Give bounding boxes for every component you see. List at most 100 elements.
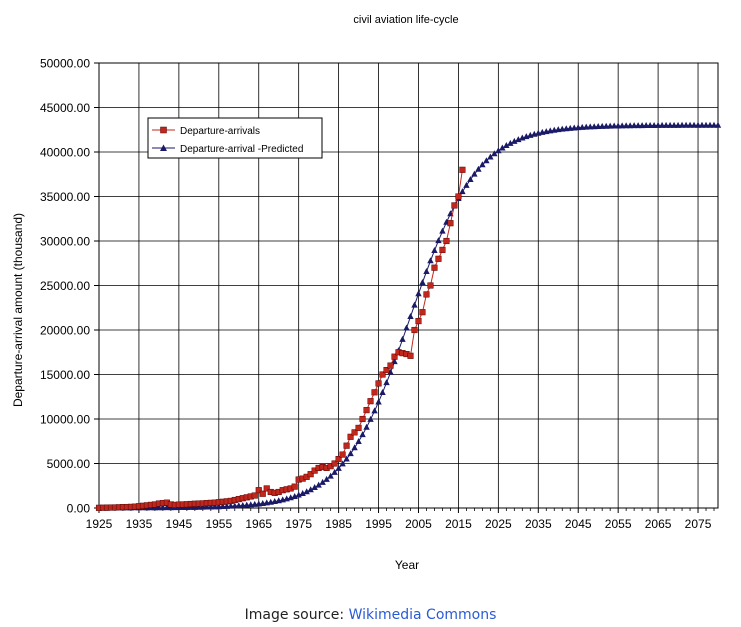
actual-point bbox=[359, 415, 366, 423]
actual-point bbox=[335, 456, 342, 463]
actual-point bbox=[447, 220, 454, 227]
x-tick-label: 2065 bbox=[645, 517, 672, 531]
x-tick-label: 1955 bbox=[205, 517, 232, 531]
predicted-point bbox=[359, 431, 366, 438]
x-tick-label: 2005 bbox=[405, 517, 432, 531]
actual-point bbox=[407, 352, 414, 359]
y-tick-label: 15000.00 bbox=[40, 368, 90, 382]
predicted-point bbox=[427, 257, 434, 264]
actual-point bbox=[439, 246, 446, 253]
credit-prefix: Image source: bbox=[244, 607, 349, 623]
legend-marker-predicted bbox=[160, 144, 167, 151]
y-tick-label: 25000.00 bbox=[40, 279, 90, 293]
predicted-point bbox=[491, 150, 498, 157]
legend-label-predicted: Departure-arrival -Predicted bbox=[180, 144, 303, 155]
predicted-point bbox=[459, 188, 466, 195]
actual-point bbox=[371, 389, 378, 396]
x-tick-label: 2025 bbox=[485, 517, 512, 531]
predicted-point bbox=[714, 121, 722, 128]
actual-point bbox=[459, 166, 466, 173]
series-layer bbox=[95, 121, 722, 511]
predicted-point bbox=[367, 415, 374, 422]
predicted-point bbox=[339, 460, 346, 467]
x-tick-label: 1985 bbox=[325, 517, 352, 531]
x-tick-label: 2045 bbox=[565, 517, 592, 531]
actual-point bbox=[431, 264, 438, 271]
actual-point bbox=[411, 326, 418, 334]
x-tick-label: 1965 bbox=[245, 517, 272, 531]
actual-point bbox=[367, 398, 374, 405]
predicted-point bbox=[335, 464, 342, 471]
predicted-point bbox=[431, 246, 438, 253]
x-tick-label: 1945 bbox=[166, 517, 193, 531]
predicted-point bbox=[507, 139, 514, 146]
chart-title: civil aviation life-cycle bbox=[353, 14, 458, 26]
predicted-point bbox=[439, 227, 446, 234]
actual-point bbox=[451, 202, 458, 209]
predicted-point bbox=[487, 153, 494, 160]
credit-link[interactable]: Wikimedia Commons bbox=[348, 607, 497, 623]
actual-point bbox=[351, 429, 358, 436]
predicted-line bbox=[98, 124, 718, 509]
y-tick-label: 30000.00 bbox=[40, 235, 90, 249]
actual-point bbox=[363, 407, 370, 414]
predicted-point bbox=[511, 137, 518, 144]
actual-point bbox=[347, 433, 354, 440]
y-tick-label: 45000.00 bbox=[40, 101, 90, 115]
predicted-point bbox=[383, 379, 390, 386]
legend-box bbox=[147, 117, 323, 159]
series-predicted bbox=[95, 121, 722, 511]
y-tick-label: 20000.00 bbox=[40, 324, 90, 338]
x-tick-label: 1995 bbox=[365, 517, 392, 531]
x-tick-label: 2015 bbox=[445, 517, 472, 531]
actual-point bbox=[331, 460, 338, 467]
legend-marker-actual bbox=[160, 126, 167, 134]
actual-line bbox=[98, 169, 463, 509]
y-tick-label: 0.00 bbox=[67, 502, 91, 516]
x-tick-label: 1935 bbox=[126, 517, 153, 531]
predicted-point bbox=[323, 475, 330, 482]
predicted-point bbox=[295, 491, 302, 498]
predicted-point bbox=[495, 147, 502, 154]
image-credit: Image source: Wikimedia Commons bbox=[0, 607, 741, 623]
actual-point bbox=[263, 485, 270, 492]
series-actual bbox=[95, 166, 466, 511]
actual-point bbox=[435, 255, 442, 262]
predicted-point bbox=[387, 368, 394, 375]
actual-point bbox=[375, 380, 382, 387]
y-axis-label: Departure-arrival amount (thousand) bbox=[11, 213, 25, 407]
x-axis-label: Year bbox=[395, 558, 419, 572]
predicted-point bbox=[435, 237, 442, 244]
predicted-point bbox=[307, 486, 314, 493]
predicted-point bbox=[423, 267, 430, 274]
predicted-point bbox=[475, 165, 482, 172]
predicted-point bbox=[515, 136, 522, 143]
actual-point bbox=[339, 451, 346, 458]
actual-point bbox=[379, 371, 386, 378]
predicted-point bbox=[467, 175, 474, 182]
predicted-point bbox=[463, 181, 470, 188]
x-tick-label: 1975 bbox=[285, 517, 312, 531]
predicted-point bbox=[375, 398, 382, 405]
y-tick-label: 10000.00 bbox=[40, 413, 90, 427]
x-tick-label: 2075 bbox=[685, 517, 712, 531]
predicted-point bbox=[407, 313, 414, 320]
y-tick-label: 35000.00 bbox=[40, 190, 90, 204]
predicted-point bbox=[419, 278, 426, 285]
predicted-point bbox=[347, 450, 354, 457]
y-tick-label: 40000.00 bbox=[40, 146, 90, 160]
predicted-point bbox=[411, 301, 418, 308]
actual-point bbox=[427, 282, 434, 289]
predicted-point bbox=[503, 142, 510, 149]
predicted-point bbox=[471, 170, 478, 177]
legend-label-actual: Departure-arrivals bbox=[180, 126, 260, 137]
actual-point bbox=[355, 424, 362, 431]
actual-point bbox=[259, 490, 266, 497]
x-axis-ticks: 1925 1935 1945 1955 1965 1975 1985 1995 2005 2015… bbox=[86, 508, 715, 531]
predicted-point bbox=[299, 489, 306, 496]
actual-point bbox=[251, 492, 258, 499]
predicted-point bbox=[331, 468, 338, 475]
actual-point bbox=[443, 237, 450, 245]
actual-point bbox=[291, 483, 298, 490]
x-tick-label: 2055 bbox=[605, 517, 632, 531]
